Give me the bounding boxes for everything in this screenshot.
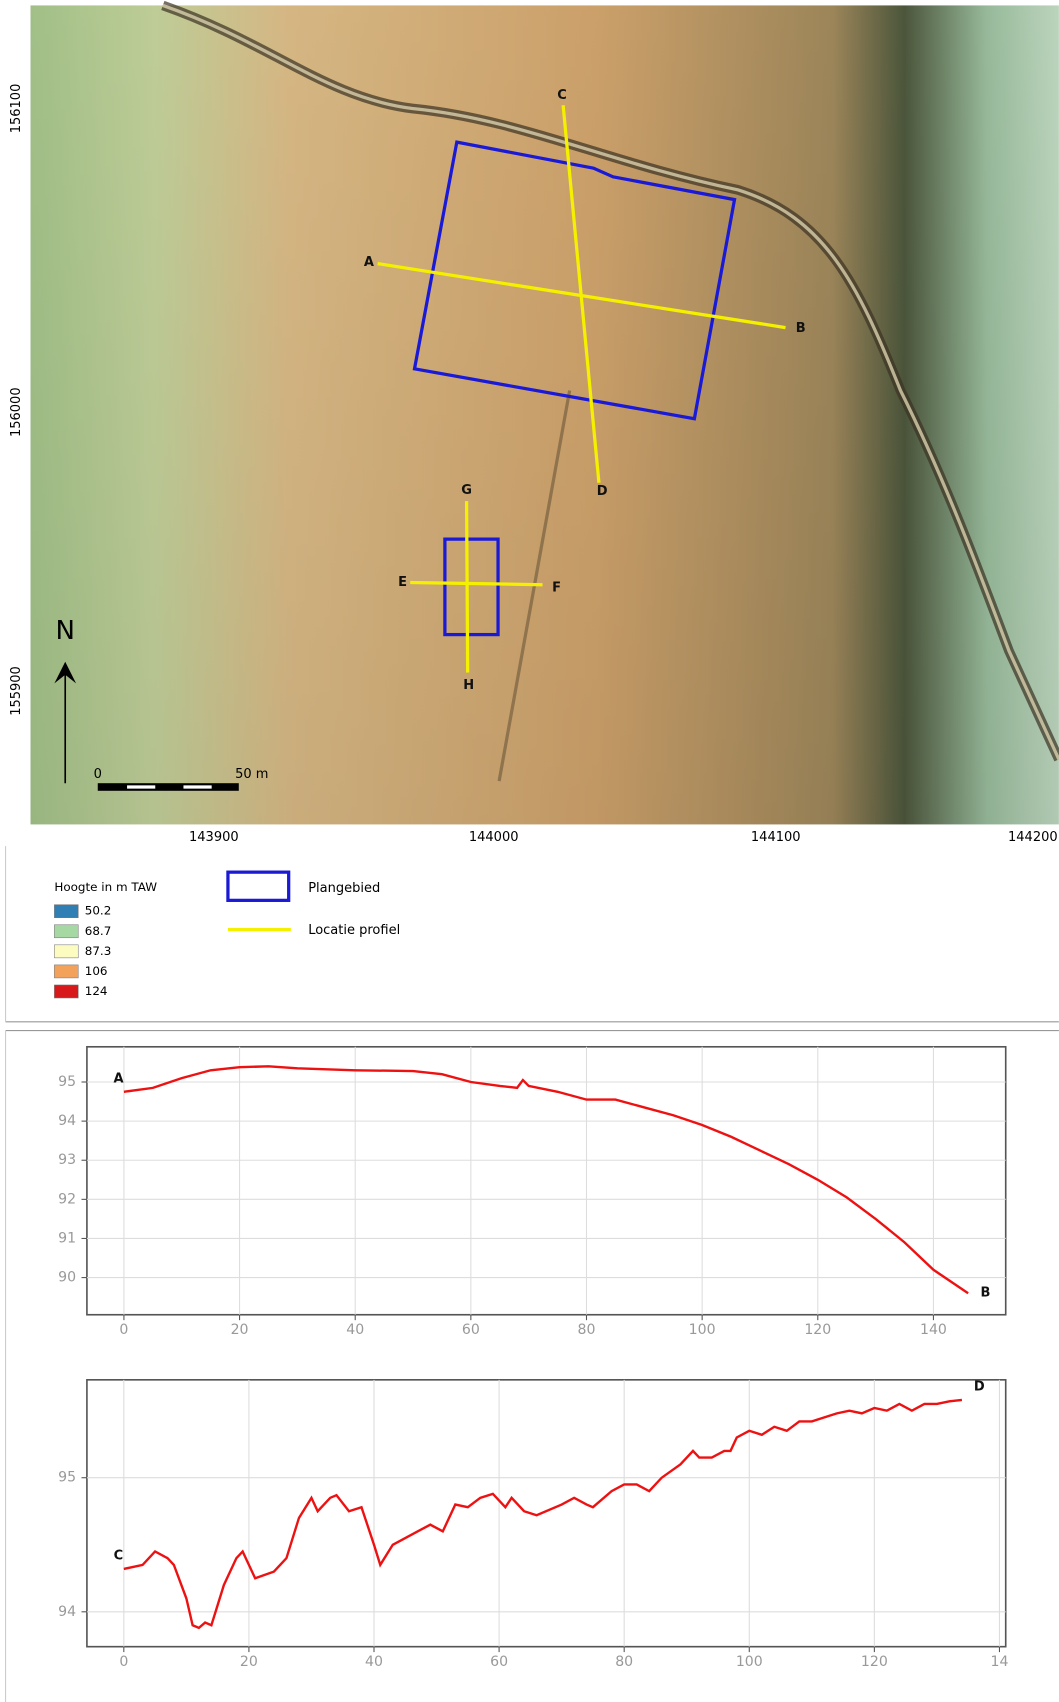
x-tick-label: 40 xyxy=(365,1654,383,1670)
plot-frame xyxy=(86,1379,1007,1648)
legend-label: 124 xyxy=(85,984,108,998)
y-tick-label: 90 xyxy=(58,1270,76,1286)
scale-bar xyxy=(97,783,239,791)
x-coord-label: 144100 xyxy=(751,830,801,845)
profile-label: B xyxy=(796,321,806,336)
profile-label: F xyxy=(552,580,561,595)
y-tick-label: 92 xyxy=(58,1191,76,1207)
x-tick-label: 0 xyxy=(119,1322,128,1338)
x-tick-label: 60 xyxy=(490,1654,508,1670)
x-tick-label: 20 xyxy=(231,1322,249,1338)
x-tick-label: 140 xyxy=(920,1322,947,1338)
ravine-edge xyxy=(162,3,1059,761)
plangebied-polygon xyxy=(412,140,737,421)
profile-label: E xyxy=(398,575,407,590)
legend-label: 68.7 xyxy=(85,924,112,938)
profiles xyxy=(5,1029,1059,1702)
legend-swatch xyxy=(54,984,79,999)
legend-label: 87.3 xyxy=(85,944,112,958)
north-arrowhead xyxy=(54,661,77,684)
profile-label: D xyxy=(597,484,608,499)
x-tick-label: 80 xyxy=(615,1654,633,1670)
scale-bar xyxy=(127,785,156,789)
legend-title: Hoogte in m TAW xyxy=(54,880,157,894)
legend-symbol xyxy=(226,870,291,902)
y-coord-label: 156000 xyxy=(9,387,24,437)
legend-label: Plangebied xyxy=(308,881,380,896)
scale-label: 0 xyxy=(94,767,102,782)
legend-swatch xyxy=(54,924,79,939)
legend-label: Locatie profiel xyxy=(308,923,400,938)
hillshade xyxy=(30,5,1059,825)
x-tick-label: 40 xyxy=(346,1322,364,1338)
x-coord-label: 144000 xyxy=(469,830,519,845)
legend-swatch xyxy=(54,964,79,979)
endpoint-label: A xyxy=(113,1071,123,1086)
legend-label: 50.2 xyxy=(85,904,112,918)
scale-label: 50 m xyxy=(235,767,268,782)
y-coord-label: 155900 xyxy=(9,666,24,716)
legend: Hoogte in m TAW Plangebied Locatie profi… xyxy=(5,846,1059,1023)
y-tick-label: 95 xyxy=(58,1470,76,1486)
profile-line xyxy=(123,1398,963,1630)
y-tick-label: 94 xyxy=(58,1113,76,1129)
endpoint-label: B xyxy=(981,1286,991,1301)
x-tick-label: 20 xyxy=(240,1654,258,1670)
profile-label: H xyxy=(463,678,474,693)
endpoint-label: D xyxy=(974,1379,985,1394)
profile-line xyxy=(464,501,470,673)
legend-swatch xyxy=(54,904,79,918)
map: A B C D E F G H N 0 50 m 143900 144000 1… xyxy=(9,0,1059,845)
y-tick-label: 95 xyxy=(58,1074,76,1090)
profile-line xyxy=(410,580,543,587)
legend-swatch xyxy=(54,944,79,959)
y-tick-label: 94 xyxy=(58,1604,76,1620)
profile-line xyxy=(561,105,601,483)
y-tick-label: 93 xyxy=(58,1152,76,1168)
profile-label: C xyxy=(557,88,567,103)
north-label: N xyxy=(55,616,74,646)
x-tick-label: 60 xyxy=(462,1322,480,1338)
plangebied-polygon xyxy=(443,537,500,637)
x-coord-label: 144200 xyxy=(1008,830,1058,845)
legend-label: 106 xyxy=(85,964,108,978)
profile-label: A xyxy=(364,255,374,270)
plot-frame xyxy=(86,1045,1007,1316)
y-coord-label: 156100 xyxy=(9,84,24,134)
x-tick-label: 100 xyxy=(689,1322,716,1338)
y-tick-label: 91 xyxy=(58,1230,76,1246)
x-tick-label: 0 xyxy=(119,1654,128,1670)
x-tick-label: 100 xyxy=(736,1654,763,1670)
x-tick-label: 14 xyxy=(990,1654,1008,1670)
x-tick-label: 80 xyxy=(578,1322,596,1338)
scale-bar xyxy=(183,785,212,789)
x-tick-label: 120 xyxy=(804,1322,831,1338)
endpoint-label: C xyxy=(114,1548,124,1563)
x-tick-label: 120 xyxy=(861,1654,888,1670)
profile-line xyxy=(123,1065,969,1295)
x-coord-label: 143900 xyxy=(189,830,239,845)
profile-label: G xyxy=(461,483,472,498)
